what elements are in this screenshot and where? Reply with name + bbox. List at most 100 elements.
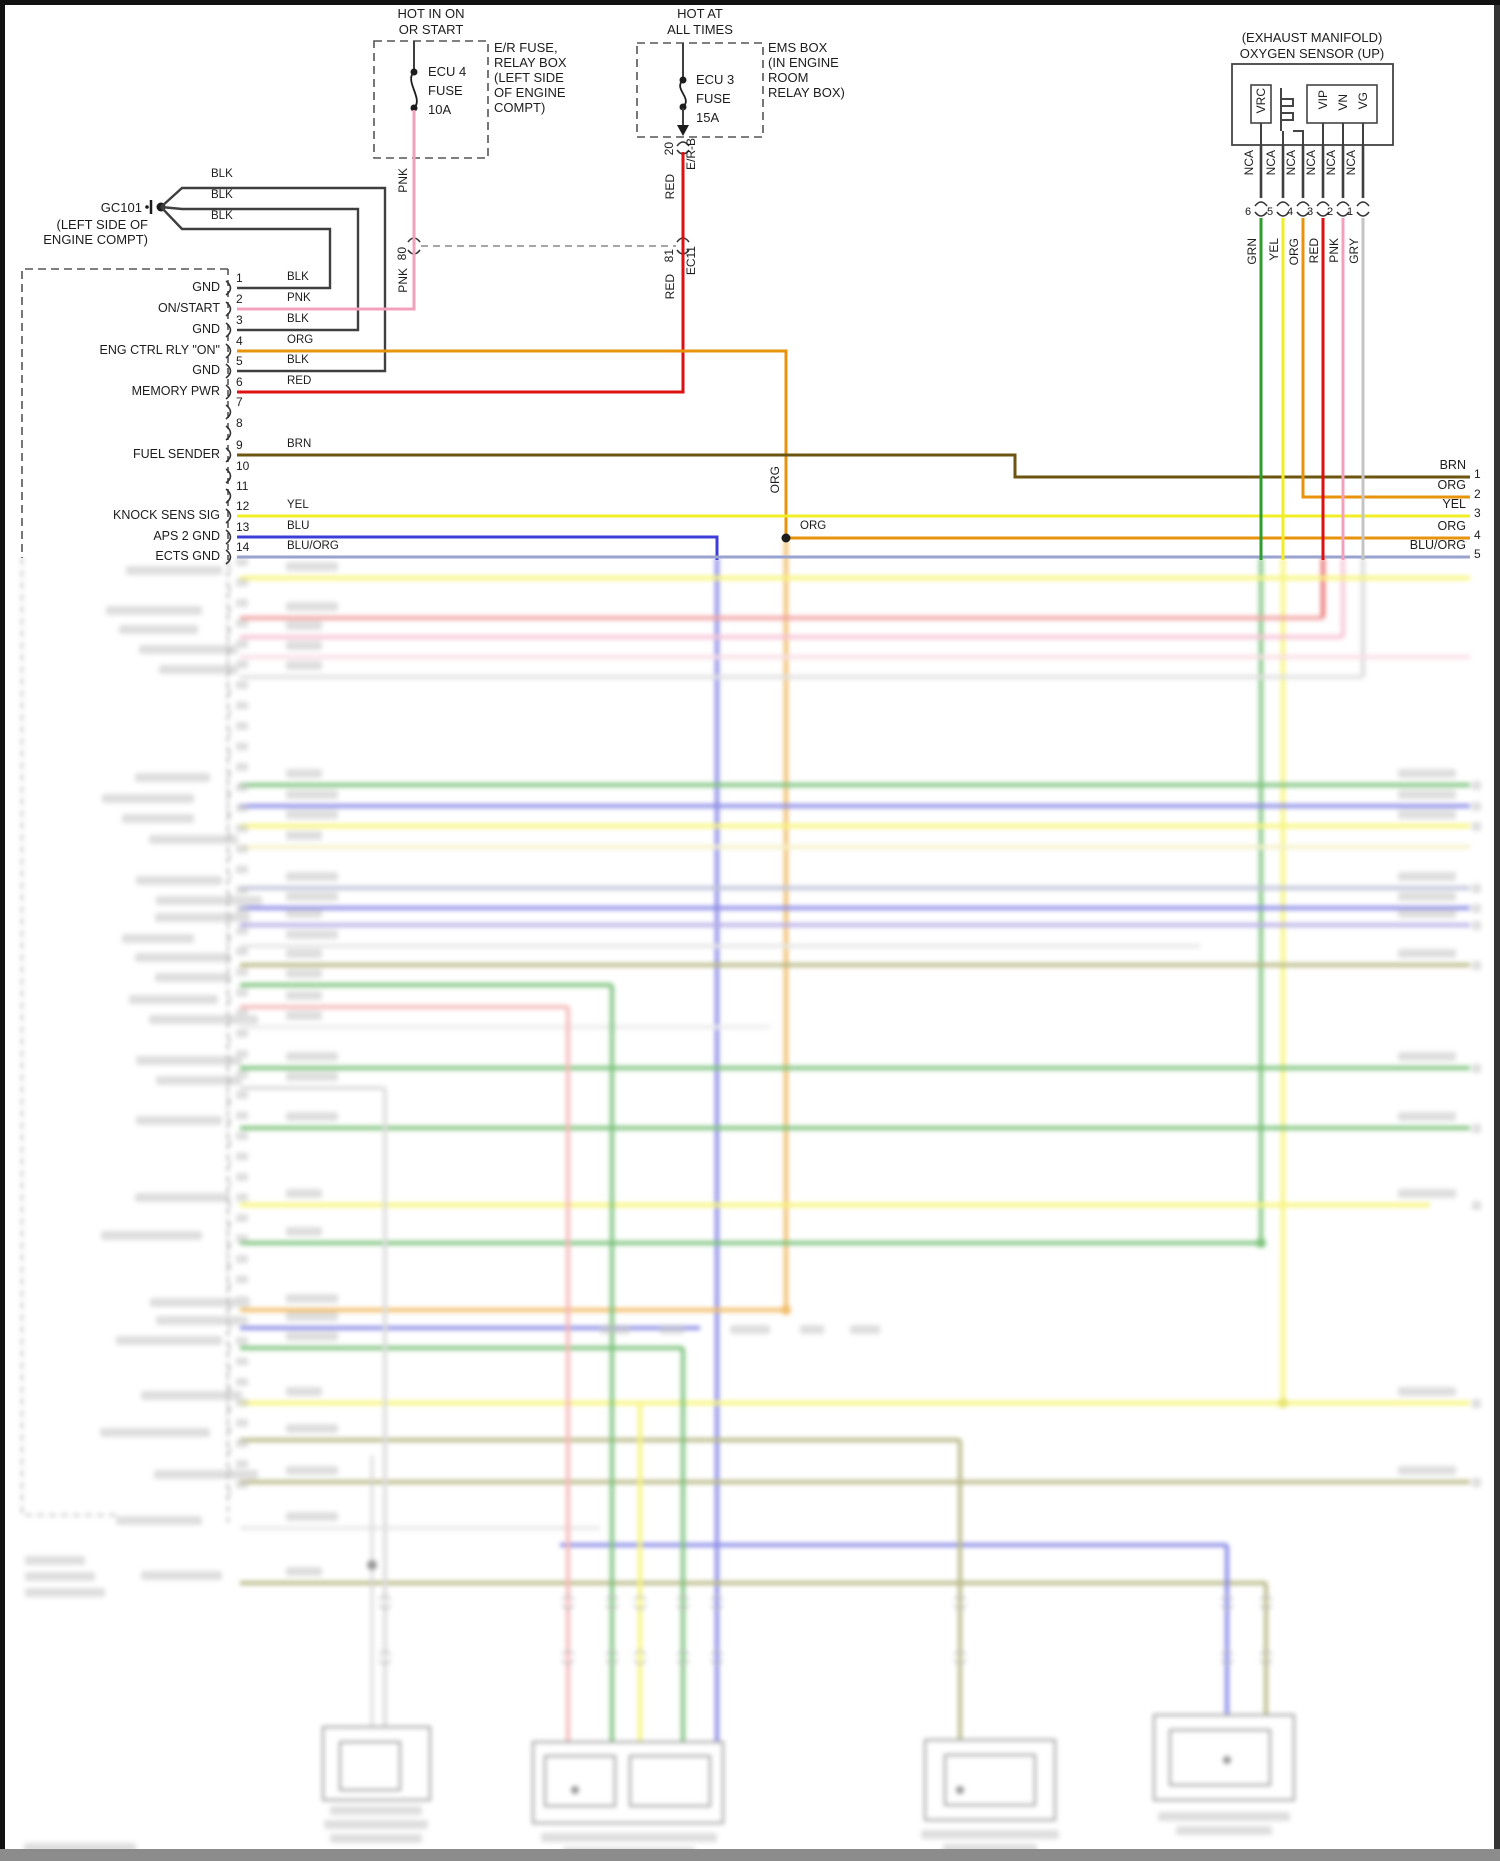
sensor-pin-number: 1 (1347, 206, 1354, 218)
wire-label-blk-1: BLK (211, 168, 233, 180)
connector-ec11-label: EC11 (684, 246, 698, 276)
sensor-pin-wire-color: RED (1307, 238, 1321, 264)
hot-condition-1-line2: OR START (398, 22, 464, 37)
fusebox1-annotation-3: (LEFT SIDE (494, 70, 564, 85)
ecm-pin-number: 6 (236, 375, 243, 389)
terminal-vn: VN (1336, 94, 1350, 111)
ecm-pin-number: 1 (236, 271, 243, 285)
ecm-pin-label: GND (192, 363, 220, 377)
sensor-pin-number: 2 (1327, 206, 1334, 218)
right-pin-wire-color: BRN (1439, 458, 1466, 472)
ecm-pin-label: MEMORY PWR (131, 384, 220, 398)
heater-element-icon (1280, 88, 1304, 145)
page-border-top (0, 0, 1500, 5)
right-pin-wire-color: BLU/ORG (1409, 538, 1466, 552)
page-border-right (1494, 0, 1500, 1849)
fusebox2-annotation-3: ROOM (768, 70, 809, 85)
right-pin-wire-color: YEL (1442, 497, 1466, 511)
page-border-bottom (0, 1849, 1500, 1861)
page-border-left (0, 0, 5, 1849)
ecm-pin-number: 5 (236, 354, 243, 368)
ecm-pin-label: APS 2 GND (153, 529, 220, 543)
pin-20-label: 20 (662, 142, 676, 156)
wire-org-sensor (1301, 218, 1470, 499)
component-boxes (321, 1713, 1296, 1825)
ecm-pin-label: ON/START (157, 301, 220, 315)
arrow-down-icon (677, 125, 689, 136)
ecm-pin-label: KNOCK SENS SIG (113, 508, 220, 522)
ecm-pin-wire-color: BLK (287, 313, 309, 325)
oxygen-sensor-title-2: OXYGEN SENSOR (UP) (1239, 46, 1385, 61)
terminal-vrc: VRC (1254, 88, 1268, 114)
sensor-pin-number: 3 (1307, 206, 1314, 218)
ecm-pin-wire-color: YEL (287, 499, 309, 511)
fusebox1-annotation-4: OF ENGINE (494, 85, 566, 100)
ecm-pin-number: 7 (236, 395, 243, 409)
oxygen-sensor-box (1231, 63, 1394, 146)
ecm-pin-number: 12 (236, 499, 250, 513)
ecm-pin-number: 13 (236, 520, 250, 534)
ecm-pin-number: 2 (236, 292, 243, 306)
fuse1-label: FUSE (428, 83, 463, 98)
ecm-pin-number: 10 (236, 459, 250, 473)
ecm-pin-number: 11 (236, 479, 249, 493)
ecm-pin-label: GND (192, 280, 220, 294)
wire-org-eng-ctrl-rly (237, 349, 788, 540)
sensor-pin-nca-label: NCA (1264, 150, 1278, 176)
blurred-connector-symbols (225, 562, 1273, 1665)
fuse-box-2 (636, 42, 764, 138)
fuse2-label: FUSE (696, 91, 731, 106)
sensor-pin-wire-color: GRY (1347, 238, 1361, 264)
ecm-pin-label: ENG CTRL RLY "ON" (99, 343, 220, 357)
right-pin-number: 1 (1474, 467, 1481, 481)
fusebox1-annotation-2: RELAY BOX (494, 55, 567, 70)
wire-label-pnk-lower: PNK (396, 268, 410, 293)
ecm-pin-number: 4 (236, 334, 243, 348)
sensor-pin-wire-color: ORG (1287, 238, 1301, 266)
wire-brn-fuel-sender (237, 453, 1470, 479)
ecm-pin-wire-color: BLU/ORG (287, 540, 339, 552)
wire-label-pnk-upper: PNK (396, 168, 410, 193)
connector-pin-81: 81 (662, 249, 676, 263)
connector-pin-80: 80 (395, 247, 409, 261)
fuse-symbol-ecu4 (410, 71, 418, 109)
sensor-pin-wire-color: YEL (1267, 238, 1281, 261)
sensor-pin-nca-label: NCA (1242, 150, 1256, 176)
fusebox2-annotation-1: EMS BOX (768, 40, 828, 55)
junction-dot-org (781, 533, 791, 543)
ecm-pin-wire-color: PNK (287, 292, 311, 304)
right-pin-number: 2 (1474, 487, 1481, 501)
hot-condition-2-line1: HOT AT (677, 6, 723, 21)
blurred-section (21, 540, 1481, 1856)
fusebox1-annotation-5: COMPT) (494, 100, 546, 115)
fuse1-rating: 10A (428, 102, 452, 117)
sensor-pin-wire-color: PNK (1327, 238, 1341, 263)
fuse1-name: ECU 4 (428, 64, 467, 79)
ecm-pin-wire-color: BLK (287, 271, 309, 283)
sensor-pin-nca-label: NCA (1284, 150, 1298, 176)
fuse-symbol-ecu3 (679, 79, 687, 108)
sensor-pin-number: 4 (1287, 206, 1294, 218)
ecm-pin-number: 8 (236, 416, 243, 430)
wire-label-blk-3: BLK (211, 210, 233, 222)
ecm-pin-number: 14 (236, 540, 250, 554)
blurred-wires (240, 576, 1470, 1585)
terminal-vip: VIP (1316, 90, 1330, 110)
ecm-pin-number: 9 (236, 438, 243, 452)
wire-blk-pin1 (160, 206, 332, 290)
wire-blu-aps2-gnd (237, 535, 719, 560)
fusebox2-annotation-2: (IN ENGINE (768, 55, 839, 70)
sharp-wires (21, 40, 1470, 565)
wire-label-red-lower: RED (663, 274, 677, 300)
ecm-pin-wire-color: RED (287, 375, 312, 387)
sensor-pin-nca-label: NCA (1344, 150, 1358, 176)
wire-blk-pin5 (160, 186, 387, 373)
wire-label-blk-2: BLK (211, 189, 233, 201)
wire-pnk-on-start (237, 110, 416, 311)
sensor-pin-nca-label: NCA (1304, 150, 1318, 176)
wire-label-org-branch: ORG (800, 520, 827, 532)
sensor-pin-nca-label: NCA (1324, 150, 1338, 176)
ecm-pin-label: GND (192, 322, 220, 336)
fuse2-rating: 15A (696, 110, 720, 125)
